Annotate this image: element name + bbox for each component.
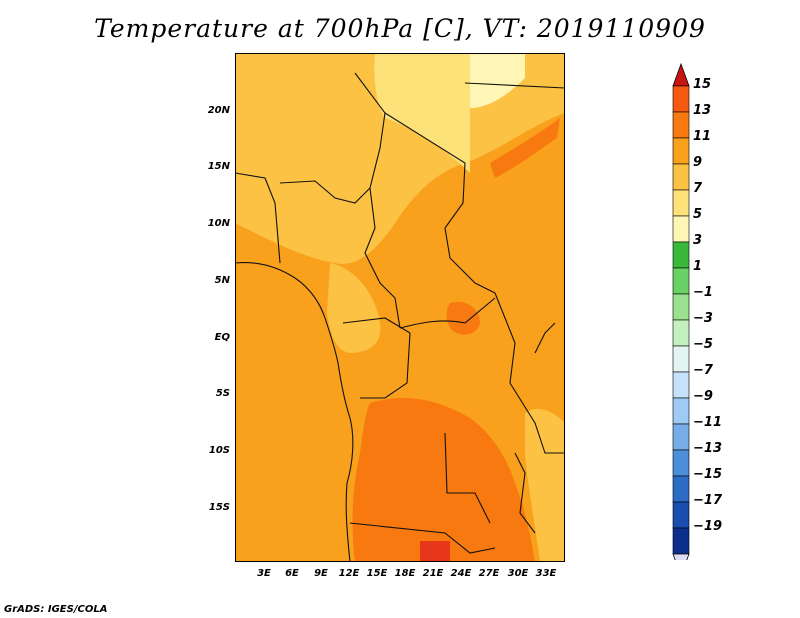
colorbar-swatch xyxy=(672,501,690,529)
temperature-region-13-15 xyxy=(420,541,450,562)
grads-credit: GrADS: IGES/COLA xyxy=(4,604,108,615)
colorbar-swatch xyxy=(672,189,690,217)
colorbar-swatch xyxy=(672,137,690,165)
lon-label: 24E xyxy=(450,568,472,579)
colorbar-label: −11 xyxy=(693,415,722,430)
lat-label: 20N xyxy=(207,105,230,116)
colorbar-swatch xyxy=(672,423,690,451)
lat-label: EQ xyxy=(214,332,230,343)
colorbar-label: 5 xyxy=(693,207,703,222)
colorbar: 15 13 11 9 7 5 3 1 −1 −3 −5 −7 −9 −11 −13 −15 −17 −19 xyxy=(668,60,798,560)
lon-label: 15E xyxy=(366,568,388,579)
lon-label: 30E xyxy=(507,568,529,579)
colorbar-label: 3 xyxy=(693,233,703,248)
colorbar-swatch xyxy=(672,241,690,269)
colorbar-label: −7 xyxy=(693,363,713,378)
lat-label: 5N xyxy=(214,275,230,286)
colorbar-swatch xyxy=(672,449,690,477)
colorbar-bottom-arrow xyxy=(672,553,690,560)
colorbar-swatch xyxy=(672,163,690,191)
colorbar-top-arrow xyxy=(672,62,690,87)
temperature-region-5-7 xyxy=(374,53,470,173)
colorbar-swatch xyxy=(672,345,690,373)
colorbar-label: 13 xyxy=(693,103,712,118)
lon-label: 3E xyxy=(257,568,271,579)
lat-label: 15S xyxy=(208,502,230,513)
temperature-region-7-9-central xyxy=(327,263,381,353)
colorbar-swatch xyxy=(672,397,690,425)
map-frame-border xyxy=(235,53,565,562)
temperature-region-11-13-congo xyxy=(446,301,480,335)
country-borders xyxy=(235,72,565,562)
temperature-region-3-5 xyxy=(470,53,525,108)
lat-label: 15N xyxy=(207,161,230,172)
colorbar-label: 15 xyxy=(693,77,712,92)
temperature-region-11-13-north xyxy=(490,118,560,178)
colorbar-label: 9 xyxy=(693,155,703,170)
colorbar-label: 11 xyxy=(693,129,712,144)
colorbar-swatch xyxy=(672,475,690,503)
colorbar-label: −3 xyxy=(693,311,713,326)
lon-label: 9E xyxy=(314,568,328,579)
colorbar-swatch xyxy=(672,267,690,295)
lat-label: 10N xyxy=(207,218,230,229)
colorbar-swatch xyxy=(672,293,690,321)
lon-label: 21E xyxy=(422,568,444,579)
lon-label: 12E xyxy=(338,568,360,579)
colorbar-swatch xyxy=(672,371,690,399)
lon-label: 18E xyxy=(394,568,416,579)
colorbar-label: −5 xyxy=(693,337,713,352)
colorbar-label: −17 xyxy=(693,493,722,508)
colorbar-swatch xyxy=(672,85,690,113)
lon-label: 6E xyxy=(285,568,299,579)
colorbar-label: −9 xyxy=(693,389,713,404)
colorbar-label: −15 xyxy=(693,467,722,482)
lat-label: 5S xyxy=(215,388,230,399)
colorbar-swatch xyxy=(672,527,690,555)
temperature-map[interactable] xyxy=(235,53,565,562)
colorbar-swatch xyxy=(672,111,690,139)
colorbar-label: −1 xyxy=(693,285,713,300)
map-title: Temperature at 700hPa [C], VT: 201911090… xyxy=(94,14,706,43)
lon-label: 33E xyxy=(535,568,557,579)
lat-label: 10S xyxy=(208,445,230,456)
lon-label: 27E xyxy=(478,568,500,579)
colorbar-swatch xyxy=(672,215,690,243)
temperature-region-east-highlands xyxy=(525,408,565,562)
colorbar-label: 7 xyxy=(693,181,703,196)
colorbar-swatch xyxy=(672,319,690,347)
colorbar-label: 1 xyxy=(693,259,703,274)
colorbar-label: −19 xyxy=(693,519,722,534)
colorbar-label: −13 xyxy=(693,441,722,456)
